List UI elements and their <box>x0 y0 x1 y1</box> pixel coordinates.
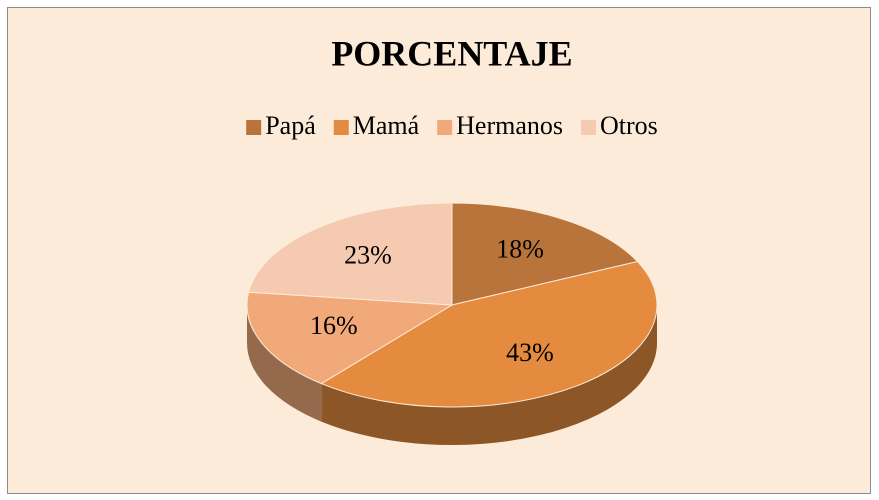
pie-slice <box>451 202 639 306</box>
legend-swatch <box>437 120 453 135</box>
pie-side <box>247 305 322 422</box>
data-label: 18% <box>496 235 544 264</box>
legend-swatch <box>333 120 349 135</box>
legend-swatch <box>581 120 597 135</box>
chart-title: PORCENTAJE <box>331 33 572 73</box>
data-label: 16% <box>310 311 358 340</box>
data-label: 23% <box>344 241 392 270</box>
legend-swatch <box>246 120 262 135</box>
legend-label: Otros <box>600 111 658 140</box>
pie-slice <box>320 261 658 408</box>
data-label: 43% <box>506 338 554 367</box>
pie-side <box>321 305 657 445</box>
legend-label: Hermanos <box>456 111 563 140</box>
pie-slice <box>247 202 453 306</box>
pie-slice <box>246 291 454 385</box>
legend-label: Mamá <box>353 111 420 140</box>
legend-label: Papá <box>265 111 316 140</box>
